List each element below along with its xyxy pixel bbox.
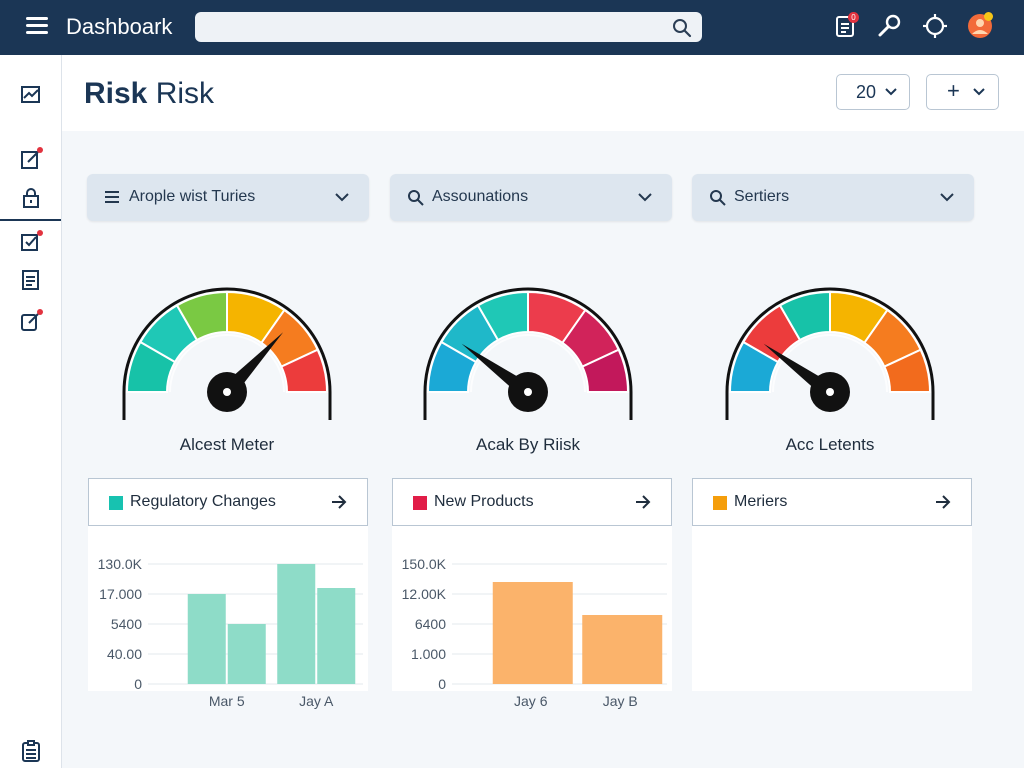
y-tick-label: 12.00K — [402, 586, 447, 602]
chevron-down-icon — [940, 193, 954, 202]
lock-icon[interactable] — [19, 186, 43, 210]
y-tick-label: 0 — [438, 676, 446, 692]
alert-dot — [37, 309, 43, 315]
bar-chart-new-products: 150.0K 12.00K 6400 1.000 0 Jay 6 Jay B — [402, 556, 667, 709]
sidebar — [0, 55, 62, 768]
gauge-caption-3: Acc Letents — [785, 435, 875, 454]
chart-bar — [492, 582, 573, 684]
y-tick-label: 5400 — [111, 616, 142, 632]
risk-gauge-1 — [122, 287, 332, 420]
notifications-icon[interactable]: 0 — [833, 12, 861, 40]
status-dot — [984, 12, 993, 21]
chart-icon[interactable] — [19, 83, 43, 107]
gauge-hub-center — [223, 388, 231, 396]
chevron-down-icon — [885, 88, 897, 96]
sidebar-divider — [0, 219, 61, 221]
checklist-icon[interactable] — [19, 230, 43, 254]
report-icon[interactable] — [19, 739, 43, 763]
page-title-rest: Risk — [147, 77, 215, 110]
legend-swatch — [413, 496, 427, 510]
page-header: Risk Risk 20 + — [62, 55, 1024, 131]
chart-bar — [187, 594, 226, 684]
card-label: New Products — [434, 493, 534, 510]
page-title-bold: Risk — [84, 77, 148, 110]
arrow-right-icon[interactable] — [331, 495, 347, 509]
gauge-outline — [122, 287, 332, 420]
y-tick-label: 0 — [134, 676, 142, 692]
card-meriers[interactable]: Meriers — [692, 478, 972, 526]
gauge-segment — [581, 348, 630, 393]
alert-dot — [37, 230, 43, 236]
arrow-right-icon[interactable] — [635, 495, 651, 509]
filter-dropdown-3[interactable]: Sertiers — [692, 174, 974, 221]
add-button[interactable]: + — [926, 74, 999, 110]
card-regulatory-changes[interactable]: Regulatory Changes — [88, 478, 368, 526]
legend-swatch — [713, 496, 727, 510]
search-input[interactable] — [195, 12, 702, 42]
x-tick-label: Jay 6 — [514, 693, 548, 709]
chevron-down-icon — [973, 88, 985, 96]
document-icon[interactable] — [19, 268, 43, 292]
filter-label: Sertiers — [734, 188, 790, 205]
gauge-segment — [280, 348, 329, 393]
card-label: Regulatory Changes — [130, 493, 276, 510]
x-tick-label: Jay B — [603, 693, 638, 709]
count-select-value: 20 — [856, 82, 877, 102]
notification-badge: 0 — [848, 12, 859, 23]
avatar[interactable] — [966, 12, 994, 40]
external-link-icon[interactable] — [19, 309, 43, 333]
y-tick-label: 1.000 — [411, 646, 446, 662]
bar-chart-regulatory-changes: 130.0K 17.000 5400 40.00 0 Mar 5 Jay A — [98, 556, 363, 709]
y-tick-label: 40.00 — [107, 646, 142, 662]
gauge-outline — [725, 287, 935, 420]
card-body — [692, 526, 972, 691]
top-bar: Dashboark 0 — [0, 0, 1024, 55]
chart-bar — [582, 615, 663, 684]
filter-dropdown-1[interactable]: Arople wist Turies — [87, 174, 369, 221]
search-icon — [408, 190, 424, 206]
search-icon — [710, 190, 726, 206]
gauge-hub-center — [524, 388, 532, 396]
gauge-segment — [883, 348, 932, 393]
app-title: Dashboark — [66, 14, 173, 39]
x-tick-label: Jay A — [299, 693, 334, 709]
gauge-inner-ring — [772, 334, 888, 393]
card-label: Meriers — [734, 493, 788, 510]
risk-gauge-2 — [423, 287, 633, 420]
y-tick-label: 6400 — [415, 616, 446, 632]
gauge-inner-ring — [169, 334, 285, 393]
chart-bar — [317, 588, 356, 684]
page-title: Risk Risk — [84, 77, 214, 111]
y-tick-label: 150.0K — [402, 556, 447, 572]
settings-icon[interactable] — [921, 12, 949, 40]
count-select[interactable]: 20 — [836, 74, 910, 110]
add-button-label: + — [947, 78, 960, 103]
legend-swatch — [109, 496, 123, 510]
x-tick-label: Mar 5 — [209, 693, 245, 709]
menu-icon — [105, 191, 119, 203]
arrow-right-icon[interactable] — [935, 495, 951, 509]
gauge-caption-2: Acak By Riisk — [476, 435, 580, 454]
search-tool-icon[interactable] — [876, 12, 904, 40]
y-tick-label: 17.000 — [99, 586, 142, 602]
chart-bar — [227, 624, 266, 684]
card-new-products[interactable]: New Products — [392, 478, 672, 526]
chart-bar — [277, 564, 316, 684]
risk-gauge-3 — [725, 287, 935, 420]
menu-icon[interactable] — [26, 15, 50, 35]
filter-label: Assounations — [432, 188, 529, 205]
gauge-outline — [423, 287, 633, 420]
filter-dropdown-2[interactable]: Assounations — [390, 174, 672, 221]
alert-dot — [37, 147, 43, 153]
filter-label: Arople wist Turies — [129, 188, 256, 205]
chevron-down-icon — [335, 193, 349, 202]
gauge-hub-center — [826, 388, 834, 396]
gauge-caption-1: Alcest Meter — [179, 435, 275, 454]
y-tick-label: 130.0K — [98, 556, 143, 572]
search-icon[interactable] — [672, 18, 692, 38]
gauge-inner-ring — [470, 334, 586, 393]
chevron-down-icon — [638, 193, 652, 202]
edit-icon[interactable] — [19, 147, 43, 171]
